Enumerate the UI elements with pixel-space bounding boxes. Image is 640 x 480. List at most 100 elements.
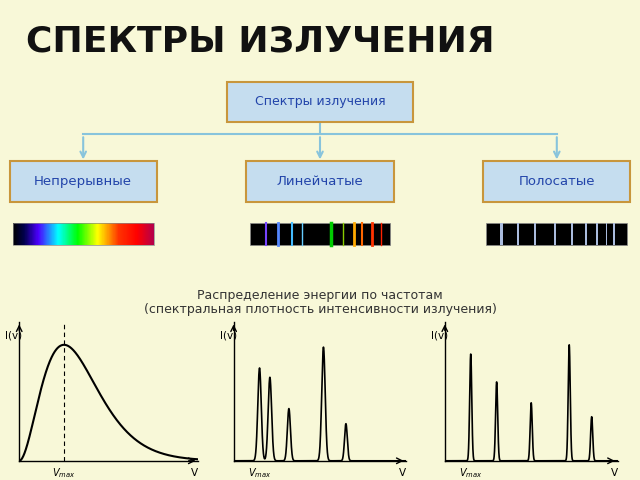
Bar (84, 223, 85, 245)
Bar (24, 223, 26, 245)
Bar (65, 223, 66, 245)
Bar (127, 223, 128, 245)
Bar (554, 223, 556, 245)
Bar (145, 223, 147, 245)
Bar (40, 223, 42, 245)
Bar (83, 223, 84, 245)
Bar (89, 223, 90, 245)
Bar (68, 223, 70, 245)
Bar (84, 223, 86, 245)
Bar (120, 223, 122, 245)
Bar (26, 223, 27, 245)
Bar (36, 223, 38, 245)
Bar (149, 223, 150, 245)
Bar (35, 223, 36, 245)
Bar (120, 223, 121, 245)
Text: Распределение энергии по частотам: Распределение энергии по частотам (197, 288, 443, 302)
Bar (116, 223, 117, 245)
Bar (27, 223, 28, 245)
Text: V: V (191, 468, 198, 478)
Text: Спектры излучения: Спектры излучения (255, 96, 385, 108)
Bar (100, 223, 101, 245)
Bar (128, 223, 129, 245)
Bar (108, 223, 109, 245)
Text: $V_{max}$: $V_{max}$ (459, 466, 483, 480)
Bar (613, 223, 614, 245)
Bar (47, 223, 49, 245)
Bar (106, 223, 107, 245)
Bar (78, 223, 79, 245)
Bar (105, 223, 106, 245)
Bar (15, 223, 17, 245)
Bar (153, 223, 154, 245)
Bar (60, 223, 61, 245)
Bar (127, 223, 129, 245)
Bar (571, 223, 573, 245)
Bar (80, 223, 81, 245)
Bar (140, 223, 141, 245)
Bar (148, 223, 150, 245)
Text: V: V (611, 468, 618, 478)
Bar (106, 223, 108, 245)
Bar (42, 223, 44, 245)
Bar (71, 223, 72, 245)
Bar (101, 223, 102, 245)
Bar (30, 223, 31, 245)
Bar (44, 223, 45, 245)
Bar (122, 223, 123, 245)
Bar (113, 223, 115, 245)
Bar (66, 223, 67, 245)
Bar (77, 223, 78, 245)
Bar (585, 223, 587, 245)
Bar (104, 223, 106, 245)
Bar (124, 223, 125, 245)
Bar (107, 223, 108, 245)
Bar (55, 223, 56, 245)
Bar (50, 223, 51, 245)
Bar (110, 223, 111, 245)
Bar (76, 223, 77, 245)
Bar (147, 223, 148, 245)
Bar (81, 223, 83, 245)
Bar (28, 223, 29, 245)
Bar (34, 223, 35, 245)
Bar (74, 223, 76, 245)
Bar (85, 223, 86, 245)
Bar (23, 223, 24, 245)
Bar (138, 223, 139, 245)
Bar (50, 223, 51, 245)
Bar (132, 223, 133, 245)
Bar (73, 223, 74, 245)
Bar (124, 223, 125, 245)
Text: Непрерывные: Непрерывные (34, 175, 132, 188)
Bar (140, 223, 141, 245)
Bar (486, 223, 627, 245)
Bar (152, 223, 153, 245)
Bar (48, 223, 49, 245)
Bar (145, 223, 146, 245)
Bar (58, 223, 60, 245)
Bar (45, 223, 47, 245)
Bar (117, 223, 118, 245)
Bar (126, 223, 127, 245)
Bar (38, 223, 39, 245)
Bar (121, 223, 122, 245)
Bar (96, 223, 97, 245)
Bar (40, 223, 41, 245)
Bar (47, 223, 48, 245)
Bar (111, 223, 113, 245)
Text: I(v): I(v) (5, 331, 22, 341)
Bar (100, 223, 101, 245)
Bar (144, 223, 145, 245)
Bar (44, 223, 45, 245)
Bar (65, 223, 67, 245)
Bar (150, 223, 151, 245)
Bar (147, 223, 148, 245)
Bar (52, 223, 53, 245)
Bar (143, 223, 145, 245)
Bar (141, 223, 143, 245)
Bar (31, 223, 33, 245)
Bar (31, 223, 32, 245)
Text: Линейчатые: Линейчатые (276, 175, 364, 188)
Bar (16, 223, 17, 245)
